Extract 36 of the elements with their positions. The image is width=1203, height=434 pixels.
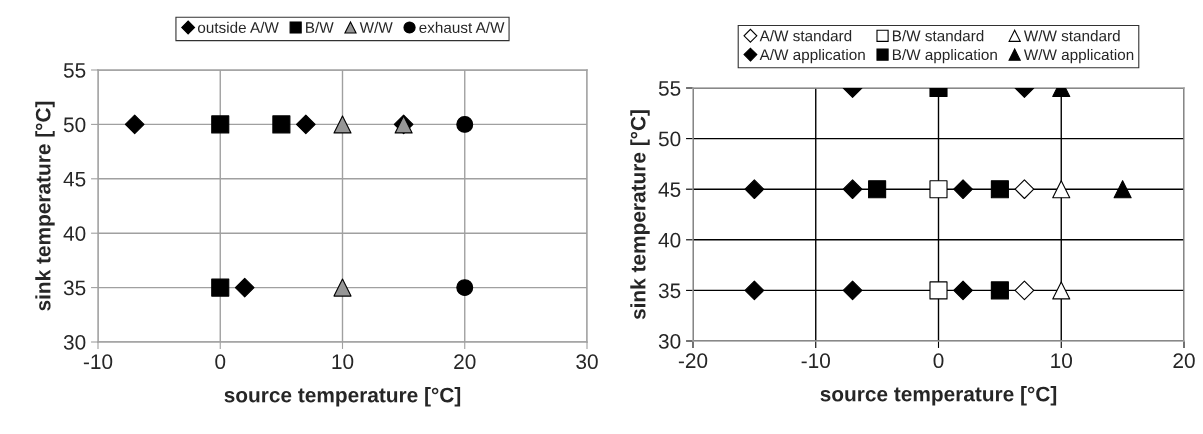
x-tick-label: 20 (454, 354, 476, 370)
legend-label: exhaust A/W (419, 21, 505, 33)
x-tick-label: 10 (332, 354, 354, 370)
legend-label: outside A/W (197, 21, 279, 33)
legend-label: B/W standard (892, 30, 984, 42)
y-tick-label: 55 (63, 63, 86, 78)
legend-label: W/W standard (1023, 30, 1120, 42)
y-axis-title: sink temperature [°C] (35, 101, 55, 311)
y-tick-label: 55 (658, 81, 681, 96)
x-tick-label: 10 (1051, 353, 1073, 369)
y-tick-label: 35 (63, 280, 86, 296)
y-tick-label: 40 (658, 232, 681, 248)
y-tick-label: 45 (658, 182, 681, 197)
legend-label: A/W application (759, 48, 865, 64)
y-axis-title: sink temperature [°C] (630, 110, 650, 320)
x-tick-label: 0 (215, 354, 226, 370)
x-tick-label: 30 (576, 354, 598, 370)
x-tick-label: -10 (83, 354, 113, 370)
y-tick-label: 30 (658, 334, 681, 349)
legend-label: B/W (306, 21, 334, 33)
y-tick-label: 45 (63, 172, 86, 187)
legend-label: W/W (359, 21, 393, 33)
y-tick-label: 35 (658, 283, 681, 299)
y-tick-label: 50 (63, 117, 86, 133)
legend-label: B/W application (892, 48, 997, 64)
x-axis-title: source temperature [°C] (820, 386, 1057, 406)
y-tick-label: 30 (63, 335, 86, 350)
y-tick-label: 50 (658, 131, 681, 147)
x-tick-label: -20 (678, 353, 708, 369)
y-tick-label: 40 (63, 226, 86, 241)
x-axis-title: source temperature [°C] (224, 387, 461, 407)
x-tick-label: 0 (933, 353, 944, 369)
legend-label: W/W application (1023, 48, 1134, 64)
x-tick-label: -10 (801, 353, 830, 369)
legend-label: A/W standard (759, 30, 852, 42)
x-tick-label: 20 (1173, 353, 1195, 369)
